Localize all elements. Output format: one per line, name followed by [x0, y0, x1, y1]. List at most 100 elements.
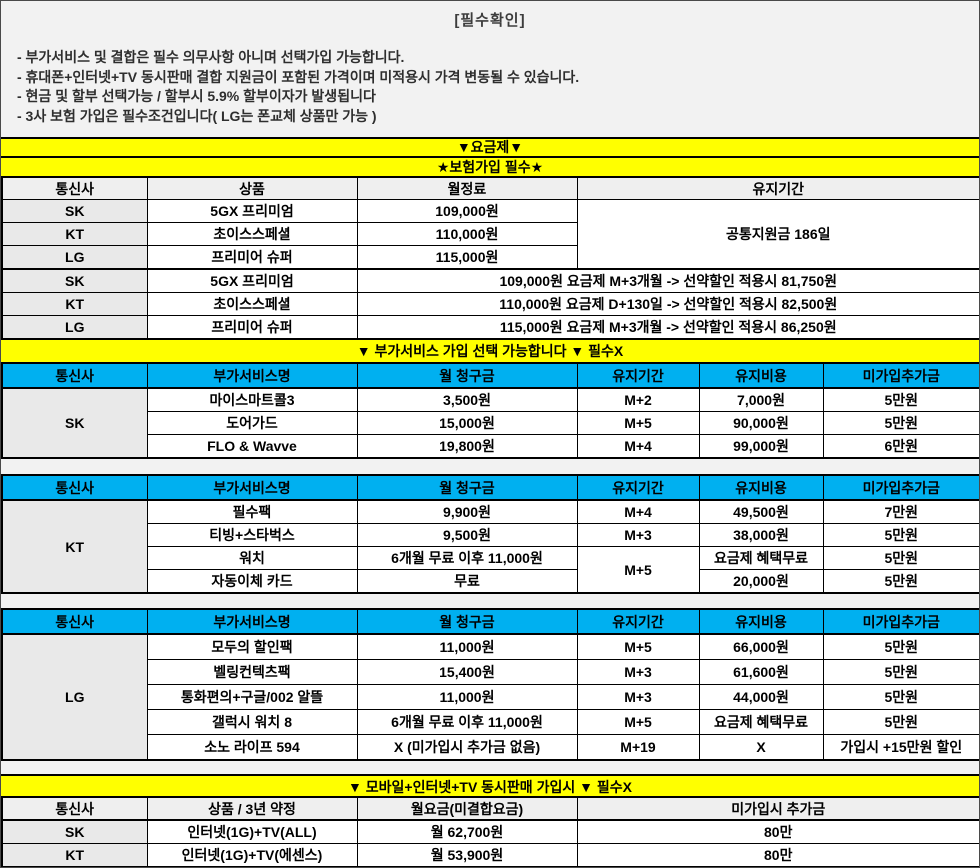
service-name-cell: 소노 라이프 594: [146, 734, 358, 761]
charge-cell: 11,000원: [356, 684, 578, 710]
surcharge-cell: 6만원: [822, 434, 979, 459]
surcharge-cell: 5만원: [822, 546, 979, 570]
surcharge-cell: 7만원: [822, 499, 979, 524]
plan-header-product: 상품: [146, 176, 358, 200]
carrier-cell: SK: [1, 268, 148, 293]
bundle-header-row: 통신사 상품 / 3년 약정 월요금(미결합요금) 미가입시 추가금: [1, 796, 979, 821]
plan-header-carrier: 통신사: [1, 176, 148, 200]
surcharge-cell: 5만원: [822, 709, 979, 735]
charge-cell: 9,500원: [356, 523, 578, 547]
surcharge-cell: 80만: [576, 866, 979, 867]
surcharge-cell: 5만원: [822, 684, 979, 710]
cost-cell: 44,000원: [698, 684, 824, 710]
cost-cell: 20,000원: [698, 569, 824, 594]
charge-cell: 15,400원: [356, 659, 578, 685]
period-cell: M+4: [576, 499, 700, 524]
bundle-table: 통신사 상품 / 3년 약정 월요금(미결합요금) 미가입시 추가금 SK 인터…: [1, 796, 979, 867]
product-cell: 프리미어 슈퍼: [146, 245, 358, 270]
cost-cell: 요금제 혜택무료: [698, 546, 824, 570]
carrier-cell: KT: [1, 222, 148, 246]
addon-header-monthly-charge: 월 청구금: [356, 608, 578, 635]
product-cell: 초이스스페셜: [146, 222, 358, 246]
product-cell: 프리미어 슈퍼: [146, 315, 358, 340]
addon-row: 자동이체 카드 무료 20,000원 5만원: [2, 569, 979, 594]
carrier-cell: LG: [1, 315, 148, 340]
surcharge-cell: 5만원: [822, 523, 979, 547]
carrier-cell: KT: [1, 292, 148, 316]
fee-cell: 월 53,900원: [356, 843, 578, 867]
addon-header-no-join-surcharge: 미가입추가금: [822, 362, 979, 389]
addon-table-kt: 통신사 부가서비스명 월 청구금 유지기간 유지비용 미가입추가금 KT 필수팩…: [1, 474, 979, 594]
service-name-cell: 자동이체 카드: [146, 569, 358, 594]
period-cell: M+3: [576, 523, 700, 547]
addon-header-row: 통신사 부가서비스명 월 청구금 유지기간 유지비용 미가입추가금: [1, 608, 979, 635]
addon-header-maintain-period: 유지기간: [576, 362, 700, 389]
addon-row: LG 모두의 할인팩 11,000원 M+5 66,000원 5만원: [1, 633, 979, 761]
surcharge-cell: 80만: [576, 819, 979, 844]
cost-cell: 7,000원: [698, 387, 824, 412]
surcharge-cell: 5만원: [822, 569, 979, 594]
fee-cell: 110,000원: [356, 222, 578, 246]
cost-cell: 99,000원: [698, 434, 824, 459]
charge-cell: 6개월 무료 이후 11,000원: [356, 546, 578, 570]
addon-header-maintain-cost: 유지비용: [698, 362, 824, 389]
period-cell-merged: M+5: [576, 546, 700, 594]
addon-header-maintain-period: 유지기간: [576, 608, 700, 635]
addon-row: 소노 라이프 594 X (미가입시 추가금 없음) M+19 X 가입시 +1…: [2, 734, 979, 761]
addon-header-carrier: 통신사: [1, 474, 148, 501]
service-name-cell: 도어가드: [146, 411, 358, 435]
discount-detail-cell: 115,000원 요금제 M+3개월 -> 선약할인 적용시 86,250원: [356, 315, 979, 340]
cost-cell: 49,500원: [698, 499, 824, 524]
addon-row: 티빙+스타벅스 9,500원 M+3 38,000원 5만원: [2, 523, 979, 547]
carrier-cell: LG: [1, 633, 148, 761]
bundle-header-carrier: 통신사: [1, 796, 148, 821]
period-cell: M+2: [576, 387, 700, 412]
addon-row: FLO & Wavve 19,800원 M+4 99,000원 6만원: [2, 434, 979, 459]
discount-detail-cell: 109,000원 요금제 M+3개월 -> 선약할인 적용시 81,750원: [356, 268, 979, 293]
carrier-cell: SK: [1, 199, 148, 223]
carrier-cell: SK: [1, 387, 148, 459]
charge-cell: 무료: [356, 569, 578, 594]
addon-header-row: 통신사 부가서비스명 월 청구금 유지기간 유지비용 미가입추가금: [1, 362, 979, 389]
period-cell: M+3: [576, 684, 700, 710]
service-name-cell: FLO & Wavve: [146, 434, 358, 459]
period-cell: M+5: [576, 633, 700, 660]
cost-cell: X: [698, 734, 824, 761]
bundle-header-product: 상품 / 3년 약정: [146, 796, 358, 821]
fee-cell: 115,000원: [356, 245, 578, 270]
table-gap: [1, 594, 979, 608]
addon-header-monthly-charge: 월 청구금: [356, 362, 578, 389]
notice-list: - 부가서비스 및 결합은 필수 의무사항 아니며 선택가입 가능합니다. - …: [1, 48, 979, 126]
product-cell: 5GX 프리미엄: [146, 199, 358, 223]
cost-cell: 61,600원: [698, 659, 824, 685]
service-name-cell: 워치: [146, 546, 358, 570]
notice-line: - 현금 및 할부 선택가능 / 할부시 5.9% 할부이자가 발생됩니다: [17, 88, 376, 104]
charge-cell: 3,500원: [356, 387, 578, 412]
plan-row-kt: KT 초이스스페셜 110,000원: [1, 222, 979, 246]
addon-header-no-join-surcharge: 미가입추가금: [822, 474, 979, 501]
addon-table-sk: 통신사 부가서비스명 월 청구금 유지기간 유지비용 미가입추가금 SK 마이스…: [1, 362, 979, 459]
bundle-row-sk: SK 인터넷(1G)+TV(ALL) 월 62,700원 80만: [1, 819, 979, 844]
addon-row: 워치 6개월 무료 이후 11,000원 M+5 요금제 혜택무료 5만원: [2, 546, 979, 594]
surcharge-cell: 5만원: [822, 633, 979, 660]
product-cell: 초이스스페셜: [146, 292, 358, 316]
plan-table: 통신사 상품 월정료 유지기간 SK 5GX 프리미엄 109,000원 공통지…: [1, 176, 979, 340]
bundle-row-lg: LG 인터넷(1G)+TV(베이직) 월 60,500원 80만: [1, 866, 979, 867]
product-cell: 인터넷(1G)+TV(ALL): [146, 819, 358, 844]
plan-header-monthly-fee: 월정료: [356, 176, 578, 200]
service-name-cell: 필수팩: [146, 499, 358, 524]
carrier-cell: KT: [1, 843, 148, 867]
charge-cell: 15,000원: [356, 411, 578, 435]
surcharge-cell: 80만: [576, 843, 979, 867]
discount-row-lg: LG 프리미어 슈퍼 115,000원 요금제 M+3개월 -> 선약할인 적용…: [1, 315, 979, 340]
service-name-cell: 모두의 할인팩: [146, 633, 358, 660]
plan-table-header-row: 통신사 상품 월정료 유지기간: [1, 176, 979, 200]
notice-section: [필수확인] - 부가서비스 및 결합은 필수 의무사항 아니며 선택가입 가능…: [1, 1, 979, 137]
bundle-header-no-join-surcharge: 미가입시 추가금: [576, 796, 979, 821]
discount-detail-cell: 110,000원 요금제 D+130일 -> 선약할인 적용시 82,500원: [356, 292, 979, 316]
table-gap: [1, 761, 979, 774]
discount-row-kt: KT 초이스스페셜 110,000원 요금제 D+130일 -> 선약할인 적용…: [1, 292, 979, 316]
product-cell: 5GX 프리미엄: [146, 268, 358, 293]
common-subsidy-cell: 공통지원금 186일: [576, 199, 979, 270]
